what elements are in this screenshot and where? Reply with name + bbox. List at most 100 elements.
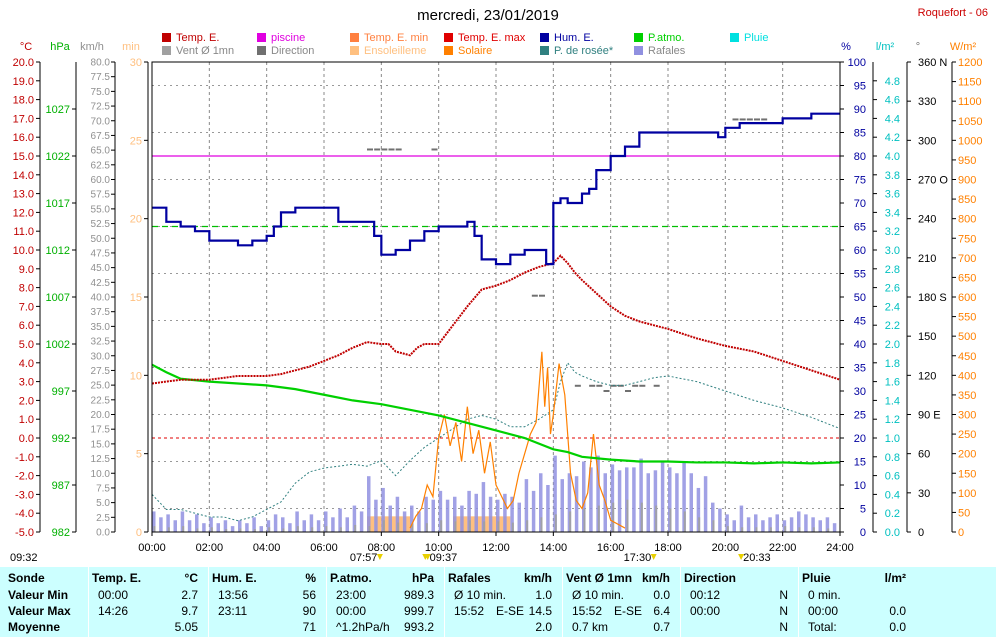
- bar: [646, 473, 650, 532]
- bar: [316, 520, 321, 532]
- bar: [460, 505, 464, 532]
- solar-tick-label: 1000: [958, 135, 982, 147]
- solar-tick-label: 1200: [958, 57, 982, 69]
- temp-tick-label: 3.0: [19, 377, 34, 389]
- wind-tick-label: 77.5: [91, 72, 111, 83]
- humidity-tick-label: 25: [854, 410, 866, 422]
- wind-tick-label: 65.0: [91, 146, 111, 157]
- bar: [388, 505, 392, 532]
- stats-cell-value: 0.0: [653, 588, 670, 602]
- bar: [352, 505, 357, 532]
- bar: [324, 511, 328, 532]
- bar: [268, 527, 271, 532]
- stats-cell-label: 00:00: [98, 588, 129, 602]
- temp-tick-label: 10.0: [13, 245, 34, 257]
- humidity-tick-label: 80: [854, 151, 866, 163]
- series-path: [151, 363, 841, 465]
- humidity-tick-label: 60: [854, 245, 866, 257]
- stats-cell-label: 14:26: [98, 604, 129, 618]
- legend-swatch: [350, 46, 359, 55]
- bar: [741, 527, 744, 532]
- stats-panel: Sonde Valeur Min Valeur Max Moyenne Temp. E.…: [0, 567, 996, 637]
- event-marker-icon: [376, 554, 383, 560]
- event-markers: 09:32 07:57 09:37 17:30 20:33: [10, 552, 771, 564]
- bar: [239, 528, 242, 532]
- series-direction: [367, 118, 768, 392]
- event-marker-icon: [650, 554, 657, 560]
- stats-separator: [680, 567, 681, 637]
- humidity-tick-label: 85: [854, 128, 866, 140]
- stats-cell-value: N: [779, 604, 788, 618]
- bar: [655, 505, 658, 532]
- bar: [626, 499, 629, 532]
- bar: [554, 514, 557, 532]
- stats-separator: [208, 567, 209, 637]
- stats-cell-value: 0.0: [889, 620, 906, 634]
- stats-cell-value: 0.0: [889, 604, 906, 618]
- grid: [152, 62, 840, 532]
- wind-tick-label: 72.5: [91, 102, 111, 113]
- legend-label: Hum. E.: [554, 32, 594, 44]
- bar: [725, 514, 729, 532]
- x-tick-label: 08:00: [368, 542, 396, 554]
- series-p-de-ros-e: [151, 361, 841, 522]
- rain-tick-label: 0.6: [885, 471, 900, 483]
- bar: [454, 521, 457, 532]
- series-vent-1mn: [153, 499, 830, 532]
- sun-tick-label: 10: [130, 370, 142, 382]
- solar-tick-label: 550: [958, 312, 976, 324]
- event-label: 09:32: [10, 552, 38, 564]
- legend-swatch: [162, 46, 171, 55]
- stats-column: Direction 00:12 N 00:00 N N: [684, 567, 794, 637]
- axis-unit-rain: l/m²: [876, 41, 895, 53]
- bar: [440, 520, 443, 532]
- wind-tick-label: 17.5: [91, 425, 111, 436]
- humidity-tick-label: 0: [860, 527, 866, 539]
- legend-swatch: [540, 46, 549, 55]
- legend-label: Ensoleilleme: [364, 45, 426, 57]
- stats-cell-label: 15:52: [454, 604, 485, 618]
- left-axes: -5.0 -4.0 -3.0 -2.0 -1.0 0.0 1.0 2.0 3.0 4.0 5.0 6.…: [13, 57, 149, 539]
- rain-tick-label: 0.0: [885, 527, 900, 539]
- legend-swatch: [634, 33, 643, 42]
- temp-tick-label: 19.0: [13, 76, 34, 88]
- temp-tick-label: 17.0: [13, 113, 34, 125]
- legend: Temp. E. piscine Temp. E. min Temp. E. max H…: [162, 32, 768, 57]
- pressure-tick-label: 1027: [46, 104, 70, 116]
- legend-label: Pluie: [744, 32, 768, 44]
- bar: [417, 511, 421, 532]
- bar: [510, 496, 514, 532]
- stats-cell-value: 993.2: [403, 620, 434, 634]
- bar: [755, 527, 758, 532]
- rain-tick-label: 2.2: [885, 320, 900, 332]
- axis-unit-direction: °: [916, 41, 920, 53]
- humidity-tick-label: 55: [854, 269, 866, 281]
- direction-tick-label: 360 N: [918, 57, 947, 69]
- solar-tick-label: 900: [958, 175, 976, 187]
- bar: [288, 523, 292, 532]
- bar: [425, 523, 428, 532]
- bar: [309, 514, 314, 532]
- bar: [410, 505, 414, 532]
- stats-separator: [326, 567, 327, 637]
- bar: [296, 526, 299, 532]
- legend-label: piscine: [271, 32, 305, 44]
- sun-tick-label: 0: [136, 527, 142, 539]
- humidity-tick-label: 15: [854, 457, 866, 469]
- series-path: [151, 254, 841, 385]
- pressure-tick-label: 1022: [46, 151, 70, 163]
- bar: [640, 502, 643, 532]
- wind-tick-label: 30.0: [91, 351, 111, 362]
- temp-tick-label: 2.0: [19, 395, 34, 407]
- bar: [345, 517, 349, 532]
- x-axis: 00:00 02:00 04:00 06:00 08:00 10:00 12:00 14:00…: [138, 532, 854, 554]
- rain-tick-label: 1.0: [885, 433, 900, 445]
- bar: [718, 508, 722, 532]
- temp-tick-label: 1.0: [19, 414, 34, 426]
- direction-tick-label: 180 S: [918, 292, 947, 304]
- wind-tick-label: 22.5: [91, 395, 111, 406]
- stats-cell-label: Valeur Min: [8, 588, 69, 602]
- bar: [338, 508, 342, 532]
- rain-tick-label: 3.4: [885, 207, 900, 219]
- sun-bar: [381, 516, 389, 532]
